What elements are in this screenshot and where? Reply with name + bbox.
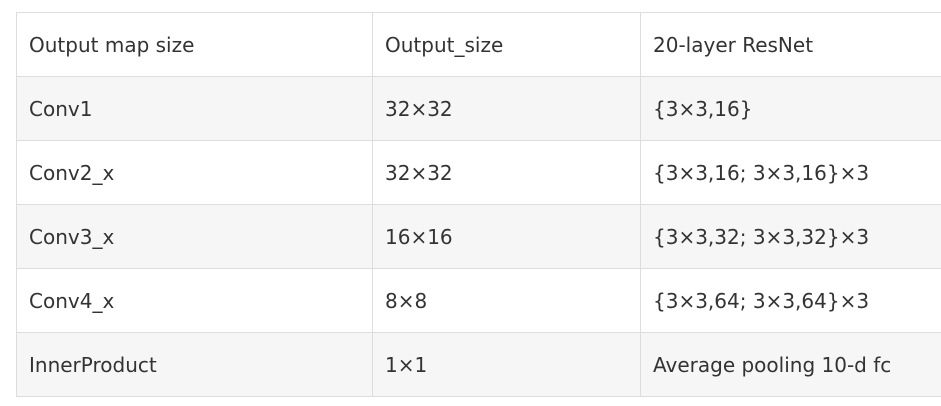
table-header: Output map size Output_size 20-layer Res… (16, 12, 941, 77)
resnet-architecture-table-container: Output map size Output_size 20-layer Res… (16, 12, 941, 397)
cell-layer-name: Conv4_x (16, 268, 373, 333)
header-output-size: Output_size (372, 12, 641, 77)
cell-layer-name: Conv1 (16, 76, 373, 141)
table-body: Conv1 32×32 {3×3,16} Conv2_x 32×32 {3×3,… (16, 76, 941, 397)
cell-layer-name: Conv3_x (16, 204, 373, 269)
cell-resnet-config: {3×3,16} (640, 76, 941, 141)
header-20-layer-resnet: 20-layer ResNet (640, 12, 941, 77)
cell-layer-name: Conv2_x (16, 140, 373, 205)
resnet-architecture-table: Output map size Output_size 20-layer Res… (16, 12, 941, 397)
header-row: Output map size Output_size 20-layer Res… (16, 12, 941, 77)
cell-resnet-config: {3×3,64; 3×3,64}×3 (640, 268, 941, 333)
cell-resnet-config: Average pooling 10-d fc (640, 332, 941, 397)
table-row: Conv4_x 8×8 {3×3,64; 3×3,64}×3 (16, 268, 941, 333)
header-output-map-size: Output map size (16, 12, 373, 77)
cell-layer-name: InnerProduct (16, 332, 373, 397)
cell-output-size: 8×8 (372, 268, 641, 333)
cell-output-size: 1×1 (372, 332, 641, 397)
table-row: Conv1 32×32 {3×3,16} (16, 76, 941, 141)
table-row: Conv3_x 16×16 {3×3,32; 3×3,32}×3 (16, 204, 941, 269)
cell-output-size: 32×32 (372, 140, 641, 205)
cell-output-size: 16×16 (372, 204, 641, 269)
cell-resnet-config: {3×3,32; 3×3,32}×3 (640, 204, 941, 269)
cell-output-size: 32×32 (372, 76, 641, 141)
table-row: Conv2_x 32×32 {3×3,16; 3×3,16}×3 (16, 140, 941, 205)
table-row: InnerProduct 1×1 Average pooling 10-d fc (16, 332, 941, 397)
cell-resnet-config: {3×3,16; 3×3,16}×3 (640, 140, 941, 205)
